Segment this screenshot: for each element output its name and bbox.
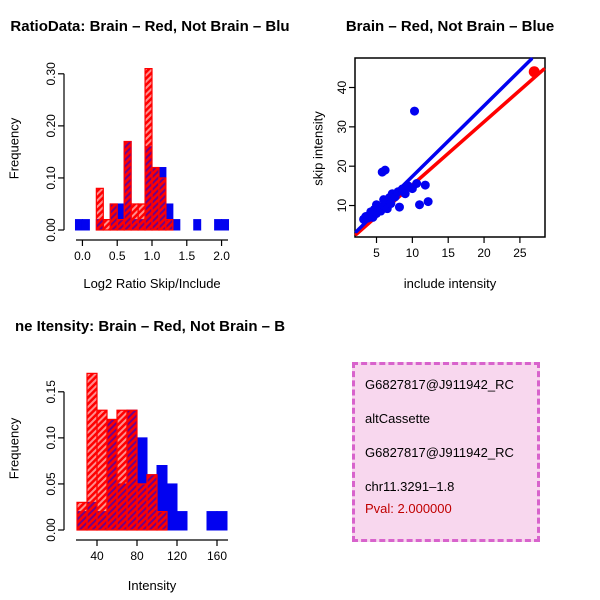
svg-text:0.15: 0.15 [44,380,58,404]
hist-intensity-ylabel: Frequency [6,417,22,480]
svg-text:0.0: 0.0 [74,249,91,263]
scatter-ylabel: skip intensity [310,111,326,186]
svg-text:0.05: 0.05 [44,472,58,496]
svg-text:30: 30 [335,120,349,134]
scatter-xlabel: include intensity [403,276,497,291]
svg-text:160: 160 [207,549,227,563]
info-probe-id: G6827817@J911942_RC [365,377,514,392]
svg-text:0.00: 0.00 [44,218,58,242]
svg-text:0.5: 0.5 [109,249,126,263]
svg-text:0.10: 0.10 [44,166,58,190]
hist-intensity-xlabel: Intensity [127,578,177,593]
hist-intensity-title: ne Itensity: Brain – Red, Not Brain – B [14,318,286,335]
hist-ratio-ylabel: Frequency [6,117,22,180]
svg-text:15: 15 [442,246,456,260]
info-event-type: altCassette [365,411,431,426]
svg-text:80: 80 [130,549,144,563]
svg-text:10: 10 [335,199,349,213]
info-probe-id-2: G6827817@J911942_RC [365,445,514,460]
svg-text:10: 10 [406,246,420,260]
svg-text:20: 20 [335,159,349,173]
info-pval: Pval: 2.000000 [365,501,452,516]
svg-text:1.0: 1.0 [144,249,161,263]
scatter-title: Brain – Red, Not Brain – Blue [345,18,555,35]
svg-text:120: 120 [167,549,187,563]
svg-text:0.00: 0.00 [44,518,58,542]
hist-ratio-xlabel: Log2 Ratio Skip/Include [83,276,221,291]
svg-text:40: 40 [90,549,104,563]
info-locus: chr11.3291–1.8 [365,479,455,494]
svg-text:1.5: 1.5 [178,249,195,263]
svg-text:2.0: 2.0 [213,249,230,263]
svg-text:25: 25 [513,246,527,260]
hist-ratio-title: RatioData: Brain – Red, Not Brain – Blu [10,18,290,35]
svg-text:20: 20 [477,246,491,260]
svg-text:0.30: 0.30 [44,62,58,86]
svg-text:40: 40 [335,81,349,95]
info-box: G6827817@J911942_RC altCassette G6827817… [352,362,540,542]
svg-text:0.20: 0.20 [44,114,58,138]
svg-text:0.10: 0.10 [44,426,58,450]
svg-text:5: 5 [373,246,380,260]
